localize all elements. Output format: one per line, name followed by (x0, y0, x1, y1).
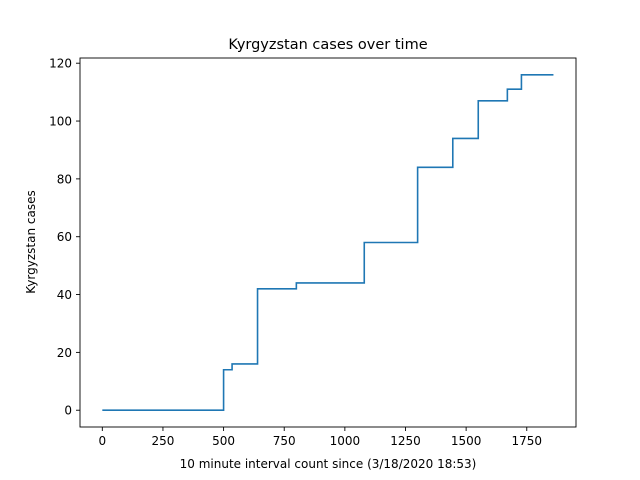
y-axis-label: Kyrgyzstan cases (24, 190, 38, 293)
y-tick-label: 120 (49, 57, 72, 71)
y-tick-label: 20 (57, 346, 72, 360)
x-tick-label: 0 (98, 434, 106, 448)
y-tick-label: 80 (57, 172, 72, 186)
plot-area (79, 57, 577, 428)
y-axis: 0 20 40 60 80 100 120 (49, 57, 80, 418)
plot-frame (79, 57, 577, 428)
series-line-0 (102, 73, 554, 412)
x-tick-label: 750 (273, 434, 296, 448)
x-tick-label: 1000 (330, 434, 361, 448)
x-tick-label: 1250 (390, 434, 421, 448)
x-tick-label: 250 (151, 434, 174, 448)
y-tick-label: 40 (57, 288, 72, 302)
x-tick-label: 500 (212, 434, 235, 448)
y-tick-label: 100 (49, 115, 72, 129)
x-tick-label: 1500 (451, 434, 482, 448)
chart-title: Kyrgyzstan cases over time (228, 37, 427, 53)
y-tick-label: 60 (57, 230, 72, 244)
y-tick-label: 0 (64, 404, 72, 418)
x-axis-label: 10 minute interval count since (3/18/202… (180, 457, 477, 471)
x-axis: 0 250 500 750 1000 1250 1500 1750 (98, 427, 542, 448)
x-tick-label: 1750 (511, 434, 542, 448)
